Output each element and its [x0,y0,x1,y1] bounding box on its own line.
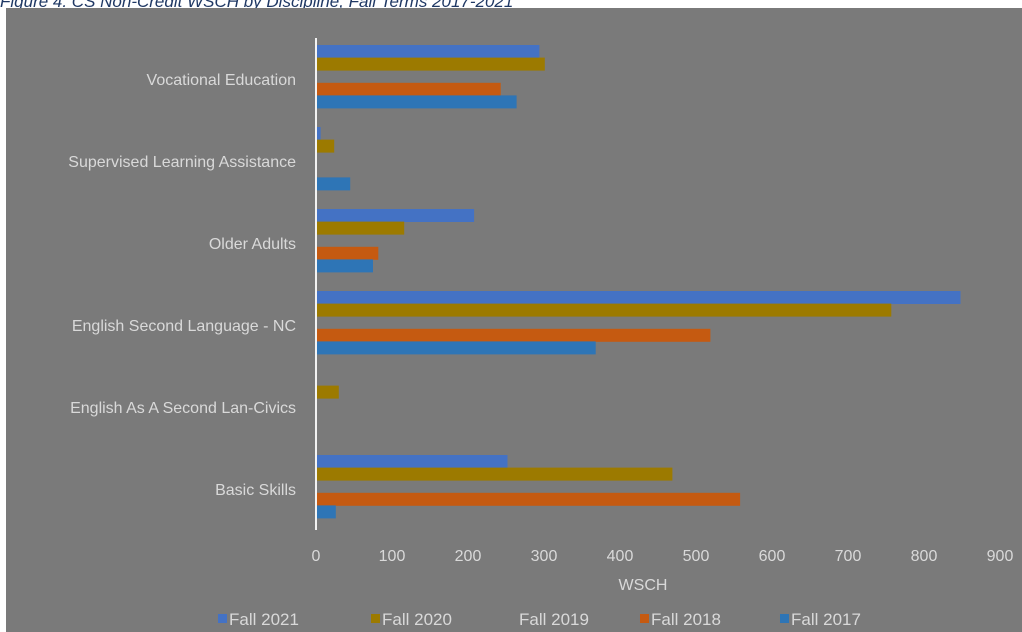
bar-chart: Vocational Education Supervised Learning … [68,38,1014,629]
bar-fall-2017-vocational-education [317,95,517,109]
x-tick-labels: 0 100 200 300 400 500 600 700 800 900 [312,548,1014,565]
x-tick-label-0: 0 [312,548,321,565]
legend-label-fall-2019: Fall 2019 [519,610,589,629]
bar-fall-2017-basic-skills [317,505,336,519]
bar-fall-2017-supervised-learning-assistance [317,177,351,191]
x-tick-label-400: 400 [607,548,634,565]
x-tick-label-300: 300 [531,548,558,565]
x-tick-label-900: 900 [987,548,1014,565]
bar-fall-2021-english-second-language-nc [317,291,961,304]
category-label-english-second-language-nc: English Second Language - NC [72,318,296,335]
legend-marker-fall-2020 [371,614,380,623]
category-label-basic-skills: Basic Skills [215,482,296,499]
x-tick-label-200: 200 [455,548,482,565]
legend-label-fall-2017: Fall 2017 [791,610,861,629]
category-label-english-as-a-second-lan-civics: English As A Second Lan-Civics [70,400,296,417]
bar-fall-2021-supervised-learning-assistance [317,127,321,140]
figure-caption: Figure 4. CS Non-Credit WSCH by Discipli… [0,0,514,11]
x-tick-label-600: 600 [759,548,786,565]
x-axis-title: WSCH [619,577,668,594]
bar-fall-2021-vocational-education [317,45,540,58]
bar-fall-2021-basic-skills [317,455,508,468]
x-tick-label-500: 500 [683,548,710,565]
bar-fall-2017-older-adults [317,259,373,273]
bar-fall-2018-basic-skills [317,492,741,506]
bar-fall-2017-english-second-language-nc [317,341,596,355]
category-label-supervised-learning-assistance: Supervised Learning Assistance [68,154,296,171]
bar-fall-2020-english-second-language-nc [317,303,892,317]
category-label-older-adults: Older Adults [209,236,296,253]
bar-fall-2020-english-as-a-second-lan-civics [317,385,339,399]
bar-fall-2018-vocational-education [317,82,501,96]
legend-label-fall-2018: Fall 2018 [651,610,721,629]
legend-marker-fall-2018 [640,614,649,623]
bar-fall-2020-basic-skills [317,467,673,481]
x-tick-label-800: 800 [911,548,938,565]
chart-panel: Vocational Education Supervised Learning … [6,8,1022,632]
legend-marker-fall-2017 [780,614,789,623]
bar-fall-2020-vocational-education [317,57,545,71]
bar-fall-2018-english-second-language-nc [317,328,711,342]
bars-layer [317,45,961,519]
bar-fall-2020-supervised-learning-assistance [317,139,335,153]
category-label-vocational-education: Vocational Education [147,72,296,89]
bar-fall-2020-older-adults [317,221,405,235]
bar-fall-2021-older-adults [317,209,475,222]
legend-label-fall-2020: Fall 2020 [382,610,452,629]
legend: Fall 2021 Fall 2020 Fall 2019 Fall 2018 Fall… [218,610,861,629]
legend-label-fall-2021: Fall 2021 [229,610,299,629]
legend-marker-fall-2021 [218,614,227,623]
x-tick-label-700: 700 [835,548,862,565]
category-labels: Vocational Education Supervised Learning … [68,72,296,499]
bar-fall-2018-older-adults [317,246,379,260]
x-tick-label-100: 100 [379,548,406,565]
legend-marker-fall-2019 [508,614,517,623]
